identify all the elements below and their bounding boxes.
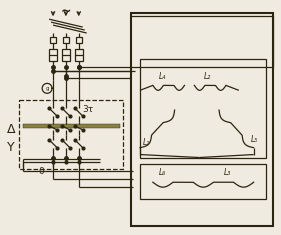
Text: g: g	[45, 86, 49, 91]
Bar	[131, 13, 273, 226]
Bar	[75, 49, 83, 61]
Bar	[76, 37, 82, 43]
Bar	[19, 100, 123, 169]
Bar	[62, 49, 70, 61]
Bar	[63, 37, 69, 43]
Text: L₃: L₃	[223, 168, 231, 177]
Text: L₂: L₂	[203, 72, 211, 82]
Bar	[49, 49, 57, 61]
Bar	[23, 124, 120, 128]
Text: 3τ: 3τ	[83, 105, 94, 114]
Text: ~: ~	[61, 5, 71, 18]
Text: L₅: L₅	[251, 135, 258, 144]
Text: L₄: L₄	[159, 72, 166, 82]
Text: L₆: L₆	[159, 168, 166, 177]
Text: L₁: L₁	[143, 138, 150, 147]
Text: Δ: Δ	[6, 123, 15, 136]
Bar	[50, 37, 56, 43]
Bar	[140, 59, 266, 157]
Bar	[140, 164, 266, 199]
Text: Y: Y	[6, 141, 14, 154]
Text: 0: 0	[38, 167, 44, 176]
